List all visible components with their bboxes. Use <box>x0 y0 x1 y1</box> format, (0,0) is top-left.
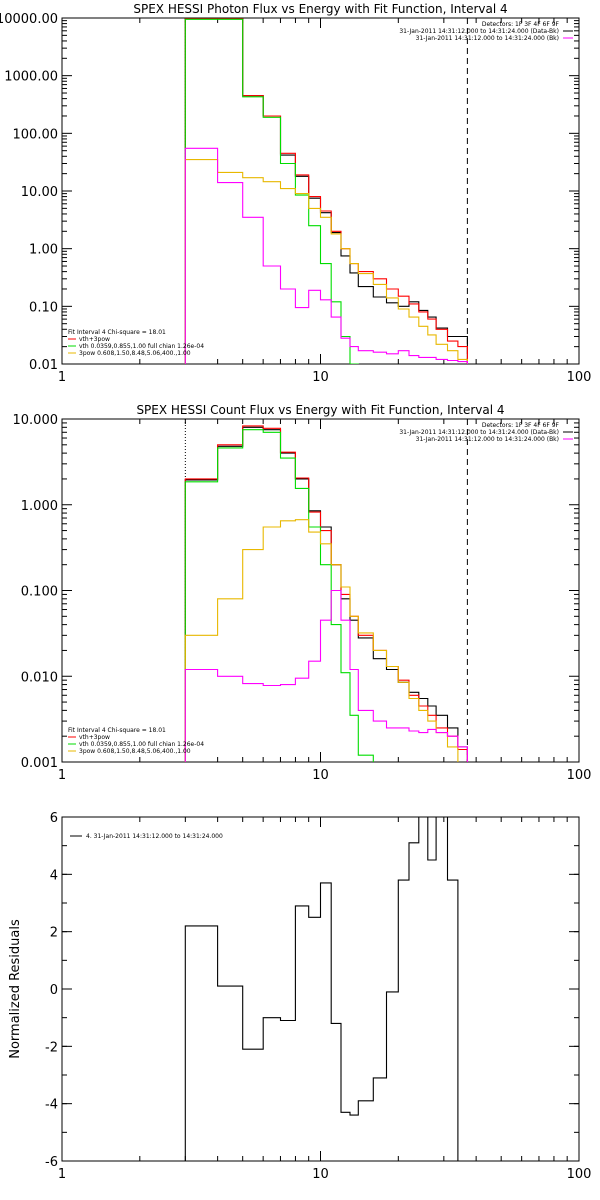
histogram-series-0 <box>184 426 468 762</box>
histogram-series-0 <box>184 18 468 364</box>
y-tick-label: 10.000 <box>13 413 59 428</box>
plot-frame <box>61 17 580 365</box>
histogram-series-2 <box>184 429 374 762</box>
y-axis-label: Normalized Residuals <box>8 919 23 1059</box>
histogram-series-3 <box>184 519 459 762</box>
legend-label: vth+3pow <box>79 336 110 343</box>
y-tick-label: 4 <box>50 868 58 883</box>
legend-label: vth+3pow <box>79 734 110 741</box>
legend-label: 4. 31-Jan-2011 14:31:12.000 to 14:31:24.… <box>86 833 223 840</box>
y-tick-label: 0.100 <box>21 585 58 600</box>
y-tick-label: 0 <box>50 983 58 998</box>
x-tick-label: 100 <box>567 768 592 783</box>
header-line: 31-Jan-2011 14:31:12.000 to 14:31:24.000… <box>399 28 559 35</box>
header-line: 31-Jan-2011 14:31:12.000 to 14:31:24.000… <box>416 35 559 42</box>
photon-flux-panel: SPEX HESSI Photon Flux vs Energy with Fi… <box>0 2 592 385</box>
histogram-series-3 <box>184 159 468 364</box>
histogram-series-4 <box>184 589 468 762</box>
y-tick-label: -6 <box>45 1155 58 1170</box>
y-tick-label: 1.000 <box>21 499 58 514</box>
histogram-series-2 <box>184 18 359 364</box>
plot-frame <box>61 816 580 1162</box>
y-tick-label: 100.00 <box>13 127 59 142</box>
y-tick-label: 10000.00 <box>0 12 58 27</box>
header-line: 31-Jan-2011 14:31:12.000 to 14:31:24.000… <box>416 436 559 443</box>
x-tick-label: 100 <box>567 1167 592 1182</box>
y-tick-label: 0.001 <box>21 756 58 771</box>
y-tick-label: 0.01 <box>29 358 58 373</box>
y-tick-label: 1000.00 <box>4 70 58 85</box>
y-tick-label: -2 <box>45 1040 58 1055</box>
y-tick-label: 2 <box>50 926 58 941</box>
y-tick-label: -4 <box>45 1098 58 1113</box>
x-tick-label: 10 <box>312 768 329 783</box>
x-tick-label: 1 <box>58 768 66 783</box>
histogram-series-0 <box>184 817 459 1161</box>
legend-label: 3pow 0.608,1.50,8.48,5.06,400.,1.00 <box>79 350 191 357</box>
y-tick-label: 1.00 <box>29 243 58 258</box>
header-line: 31-Jan-2011 14:31:12.000 to 14:31:24.000… <box>399 429 559 436</box>
header-line: Detectors: 1F 3F 4F 6F 9F <box>482 21 560 28</box>
histogram-series-4 <box>184 147 468 364</box>
legend-label: vth 0.0359,0.855,1.00 full chian 1.26e-0… <box>79 741 204 748</box>
x-tick-label: 10 <box>312 1167 329 1182</box>
histogram-series-1 <box>184 425 468 762</box>
y-tick-label: 10.00 <box>21 185 58 200</box>
legend-label: vth 0.0359,0.855,1.00 full chian 1.26e-0… <box>79 343 204 350</box>
plot-frame <box>61 418 580 763</box>
y-tick-label: 0.10 <box>29 300 58 315</box>
fit-info-text: Fit Interval 4 Chi-square = 18.01 <box>68 329 166 336</box>
x-tick-label: 100 <box>567 370 592 385</box>
fit-info-text: Fit Interval 4 Chi-square = 18.01 <box>68 727 166 734</box>
header-line: Detectors: 1F 3F 4F 6F 9F <box>482 422 560 429</box>
histogram-series-1 <box>184 18 468 364</box>
count-flux-panel: SPEX HESSI Count Flux vs Energy with Fit… <box>13 403 592 783</box>
y-tick-label: 6 <box>50 811 58 826</box>
chart-title: SPEX HESSI Count Flux vs Energy with Fit… <box>136 403 504 417</box>
x-tick-label: 10 <box>312 370 329 385</box>
y-tick-label: 0.010 <box>21 670 58 685</box>
residuals-panel: 1 10 100 -6 -4 -2 0 2 4 6 Normalized Residuals 4. 3… <box>8 811 591 1182</box>
chart-title: SPEX HESSI Photon Flux vs Energy with Fi… <box>133 2 507 16</box>
x-tick-label: 1 <box>58 370 66 385</box>
legend-label: 3pow 0.608,1.50,8.48,5.06,400.,1.00 <box>79 748 191 755</box>
x-tick-label: 1 <box>58 1167 66 1182</box>
